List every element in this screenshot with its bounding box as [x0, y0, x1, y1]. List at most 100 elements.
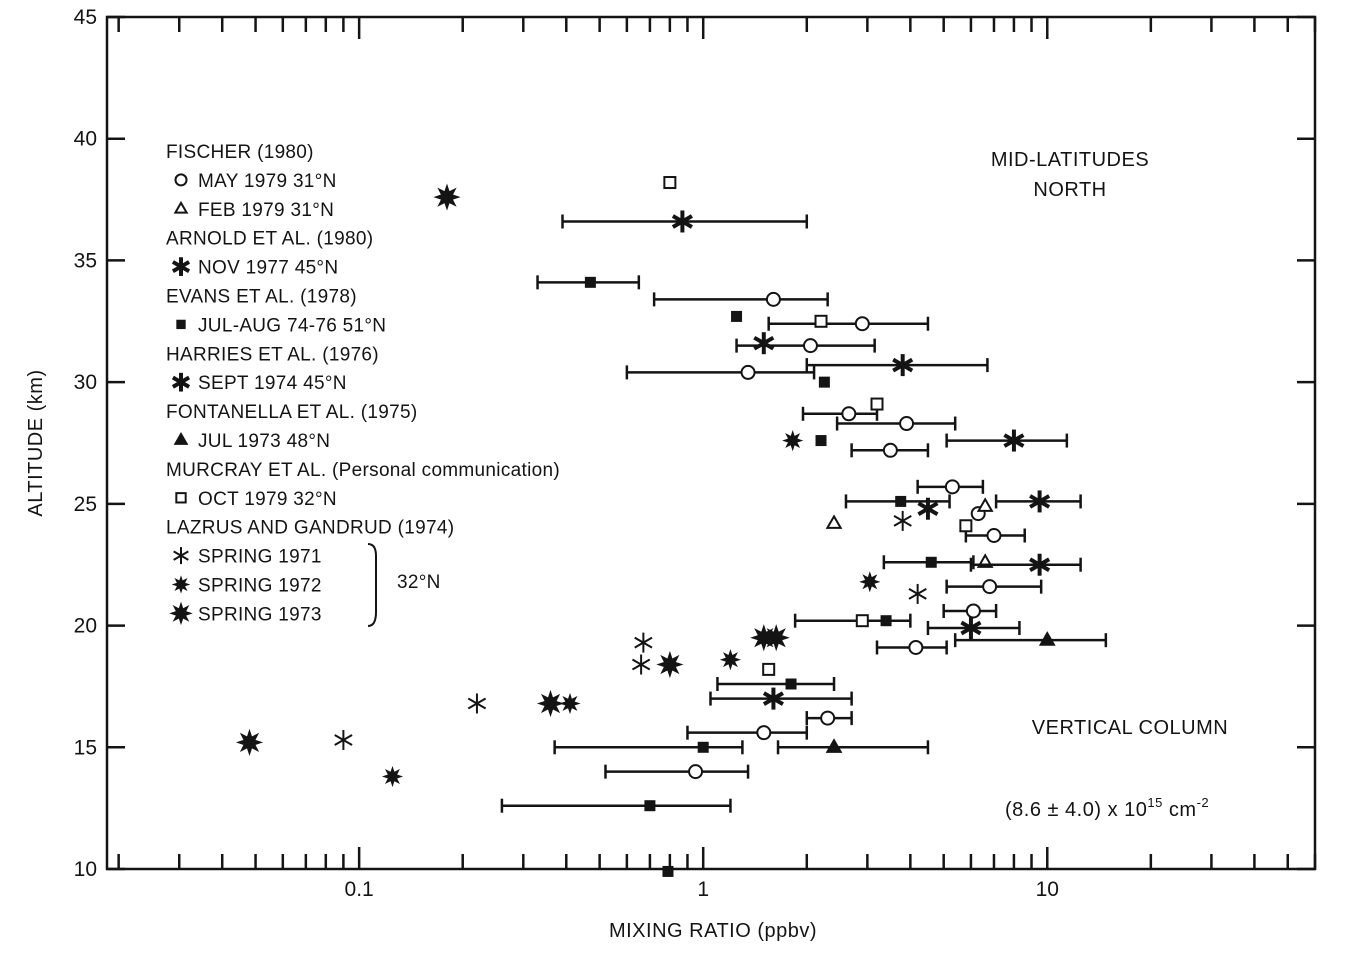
data-point — [895, 495, 907, 507]
y-tick-label: 35 — [74, 249, 97, 272]
data-point — [882, 442, 898, 458]
x-axis-ticks: 0.1 1 10 — [117, 17, 1317, 901]
y-tick-label: 45 — [74, 6, 97, 29]
data-point — [235, 728, 264, 757]
data-point — [1003, 429, 1025, 452]
legend-marker — [171, 575, 191, 594]
series — [334, 510, 927, 750]
region-label-line2: NORTH — [1033, 179, 1106, 201]
data-point — [697, 741, 709, 753]
data-point — [631, 654, 651, 675]
legend-label: JUL-AUG 74-76 51°N — [198, 315, 386, 336]
data-point — [825, 514, 843, 529]
data-point — [584, 276, 596, 288]
legend-marker — [176, 319, 186, 330]
series — [776, 631, 1108, 755]
legend-label: OCT 1979 32°N — [198, 489, 337, 510]
data-point — [740, 364, 756, 380]
series — [604, 291, 1043, 780]
data-point — [762, 662, 776, 676]
data-point — [982, 579, 998, 595]
y-axis-ticks: 10 15 20 25 30 35 40 45 — [74, 6, 1315, 881]
data-point — [756, 725, 772, 741]
series — [500, 275, 975, 877]
data-point — [825, 738, 843, 753]
data-point — [859, 571, 881, 593]
legend-label: SPRING 1973 — [198, 604, 322, 625]
data-point — [893, 510, 912, 531]
y-tick-label: 15 — [74, 736, 97, 759]
legend-marker — [169, 601, 193, 626]
legend-entry: SPRING 1971 — [173, 547, 321, 568]
plot-area — [235, 176, 1108, 877]
legend-header: ARNOLD ET AL. (1980) — [166, 229, 373, 250]
legend-header: HARRIES ET AL. (1976) — [166, 344, 379, 365]
data-point — [656, 650, 684, 679]
legend-label: JUL 1973 48°N — [198, 431, 330, 452]
legend-label: SPRING 1972 — [198, 576, 322, 597]
legend-entry: OCT 1979 32°N — [175, 489, 337, 510]
region-label-line1: MID-LATITUDES — [991, 149, 1149, 171]
data-point — [1029, 553, 1051, 576]
legend-entry: SPRING 1973 — [169, 601, 322, 626]
data-point — [986, 528, 1002, 544]
data-point — [688, 764, 704, 780]
legend-entry: JUL-AUG 74-76 51°N — [176, 315, 386, 336]
data-point — [814, 314, 828, 328]
data-point — [854, 316, 870, 332]
data-point — [976, 497, 994, 512]
data-point — [1038, 631, 1056, 646]
data-point — [785, 678, 797, 690]
plot-frame — [105, 15, 1317, 871]
legend-entry: FEB 1979 31°N — [173, 200, 334, 221]
series — [753, 332, 939, 520]
data-point — [908, 639, 924, 655]
legend-entry: SEPT 1974 45°N — [171, 372, 346, 394]
legend-marker — [175, 492, 187, 504]
legend-marker — [171, 372, 191, 392]
y-tick-label: 40 — [74, 128, 97, 151]
column-value-unit: cm — [1169, 799, 1197, 821]
legend-header: MURCRAY ET AL. (Personal communication) — [166, 460, 560, 481]
data-point — [959, 519, 973, 533]
legend-header: EVANS ET AL. (1978) — [166, 287, 357, 308]
data-point — [944, 479, 960, 495]
y-tick-label: 10 — [74, 858, 97, 881]
data-point — [870, 397, 884, 411]
y-tick-label: 30 — [74, 371, 97, 394]
legend-label: NOV 1977 45°N — [198, 258, 338, 279]
series — [381, 430, 881, 788]
data-point — [899, 416, 915, 432]
data-point — [815, 435, 827, 447]
data-point — [880, 615, 892, 627]
data-point — [467, 693, 487, 714]
data-point — [671, 210, 693, 233]
data-point — [334, 729, 353, 750]
y-tick-label: 20 — [74, 615, 97, 638]
data-point — [644, 800, 656, 812]
series — [235, 183, 790, 757]
data-point — [559, 692, 581, 715]
data-point — [762, 687, 784, 710]
legend-header: LAZRUS AND GANDRUD (1974) — [166, 518, 454, 539]
lazrus-latitude-label: 32°N — [397, 572, 441, 593]
legend-header: FONTANELLA ET AL. (1975) — [166, 402, 418, 423]
data-point — [820, 710, 836, 726]
data-point — [960, 617, 982, 640]
data-point — [892, 354, 914, 377]
data-point — [965, 603, 981, 619]
data-point — [762, 624, 790, 652]
column-unit-exponent: -2 — [1197, 795, 1210, 810]
data-point — [841, 406, 857, 422]
legend-marker — [174, 173, 188, 187]
data-point — [765, 291, 781, 307]
legend-entry: JUL 1973 48°N — [173, 431, 330, 452]
data-point — [818, 376, 830, 388]
legend-label: MAY 1979 31°N — [198, 171, 337, 192]
data-point — [908, 583, 927, 604]
data-point — [782, 430, 804, 452]
legend-marker — [173, 432, 189, 445]
data-point — [1029, 490, 1051, 513]
x-tick-label: 10 — [1036, 878, 1059, 901]
